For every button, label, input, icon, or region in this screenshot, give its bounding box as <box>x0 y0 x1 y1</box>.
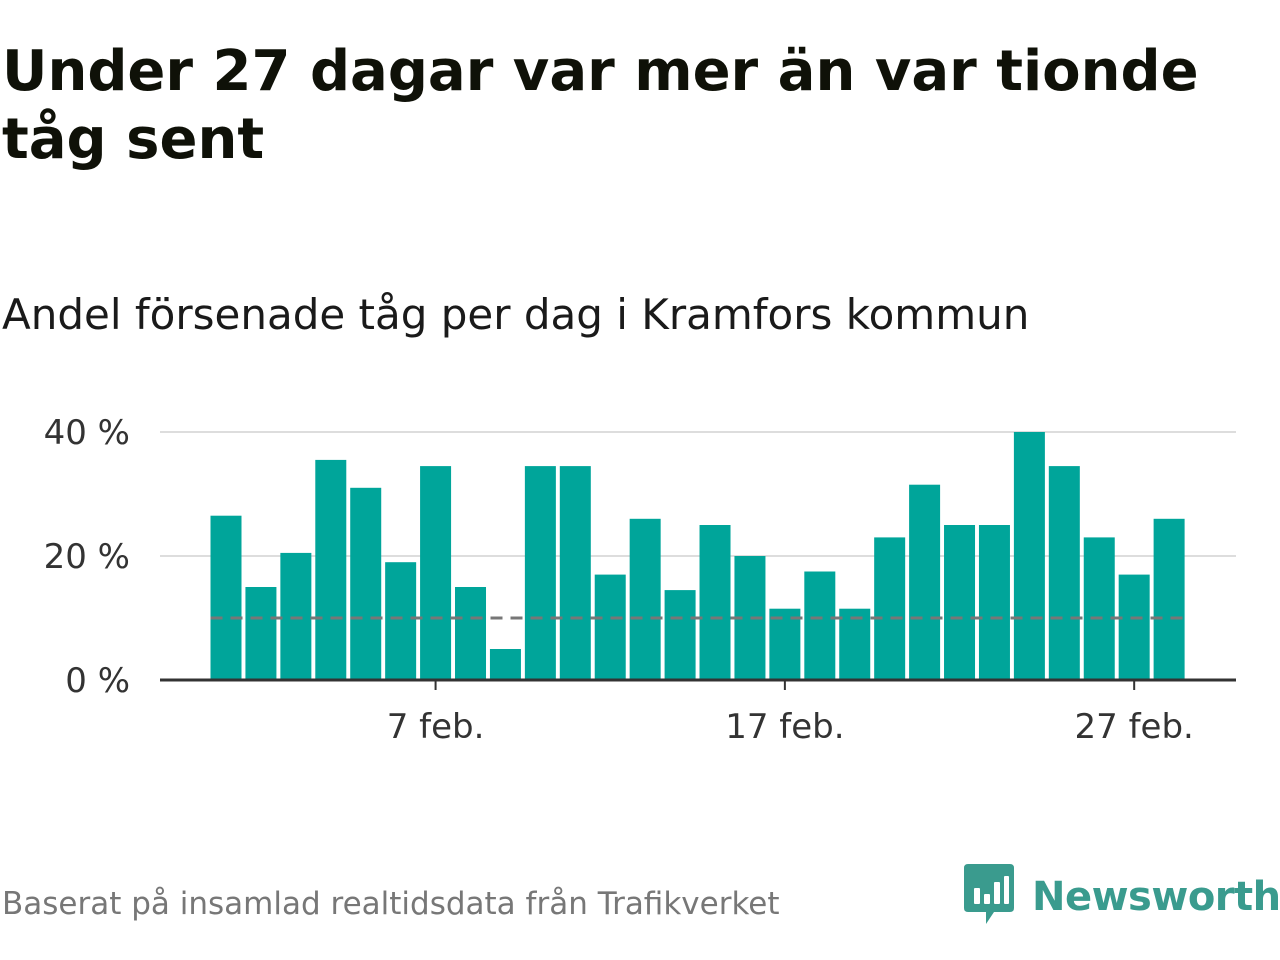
bar[interactable] <box>978 525 1010 680</box>
bar[interactable] <box>210 515 242 680</box>
y-tick-label: 20 % <box>44 537 130 577</box>
newsworthy-wordmark: Newsworthy <box>1032 874 1280 920</box>
bar[interactable] <box>909 484 941 680</box>
bar[interactable] <box>1118 574 1150 680</box>
y-tick-label: 40 % <box>44 413 130 453</box>
bar[interactable] <box>839 608 871 680</box>
bar[interactable] <box>245 587 277 680</box>
bar[interactable] <box>315 459 347 680</box>
bar[interactable] <box>1048 466 1080 680</box>
bar[interactable] <box>1013 432 1045 680</box>
bar[interactable] <box>1153 518 1185 680</box>
y-tick-label: 0 % <box>65 661 130 701</box>
bar[interactable] <box>629 518 661 680</box>
axes: 0 % 20 % 40 % 7 feb. 17 feb. 27 feb. <box>44 413 1236 747</box>
x-tick-label: 17 feb. <box>725 707 844 747</box>
bar[interactable] <box>594 574 626 680</box>
bar[interactable] <box>1083 537 1115 680</box>
bar[interactable] <box>559 466 591 680</box>
source-note: Baserat på insamlad realtidsdata från Tr… <box>2 886 780 922</box>
bar[interactable] <box>769 608 801 680</box>
bar[interactable] <box>280 552 312 680</box>
bar[interactable] <box>804 571 836 681</box>
chart-title: Under 27 dagar var mer än var tionde tåg… <box>2 39 1199 172</box>
bar[interactable] <box>455 587 487 680</box>
bar[interactable] <box>489 649 521 680</box>
x-tick-label: 27 feb. <box>1075 707 1194 747</box>
bar-chart: 0 % 20 % 40 % 7 feb. 17 feb. 27 feb. <box>44 413 1236 747</box>
bar[interactable] <box>944 525 976 680</box>
bar[interactable] <box>699 525 731 680</box>
bar[interactable] <box>420 466 452 680</box>
bar[interactable] <box>524 466 556 680</box>
x-tick-label: 7 feb. <box>387 707 485 747</box>
chart-subtitle: Andel försenade tåg per dag i Kramfors k… <box>2 290 1030 339</box>
bar[interactable] <box>874 537 906 680</box>
newsworthy-logo[interactable]: Newsworthy <box>964 864 1280 930</box>
bars <box>210 432 1185 681</box>
bar[interactable] <box>664 590 696 680</box>
newsworthy-chart-bubble-icon <box>964 864 1014 930</box>
bar[interactable] <box>385 562 417 680</box>
bar[interactable] <box>350 487 382 680</box>
